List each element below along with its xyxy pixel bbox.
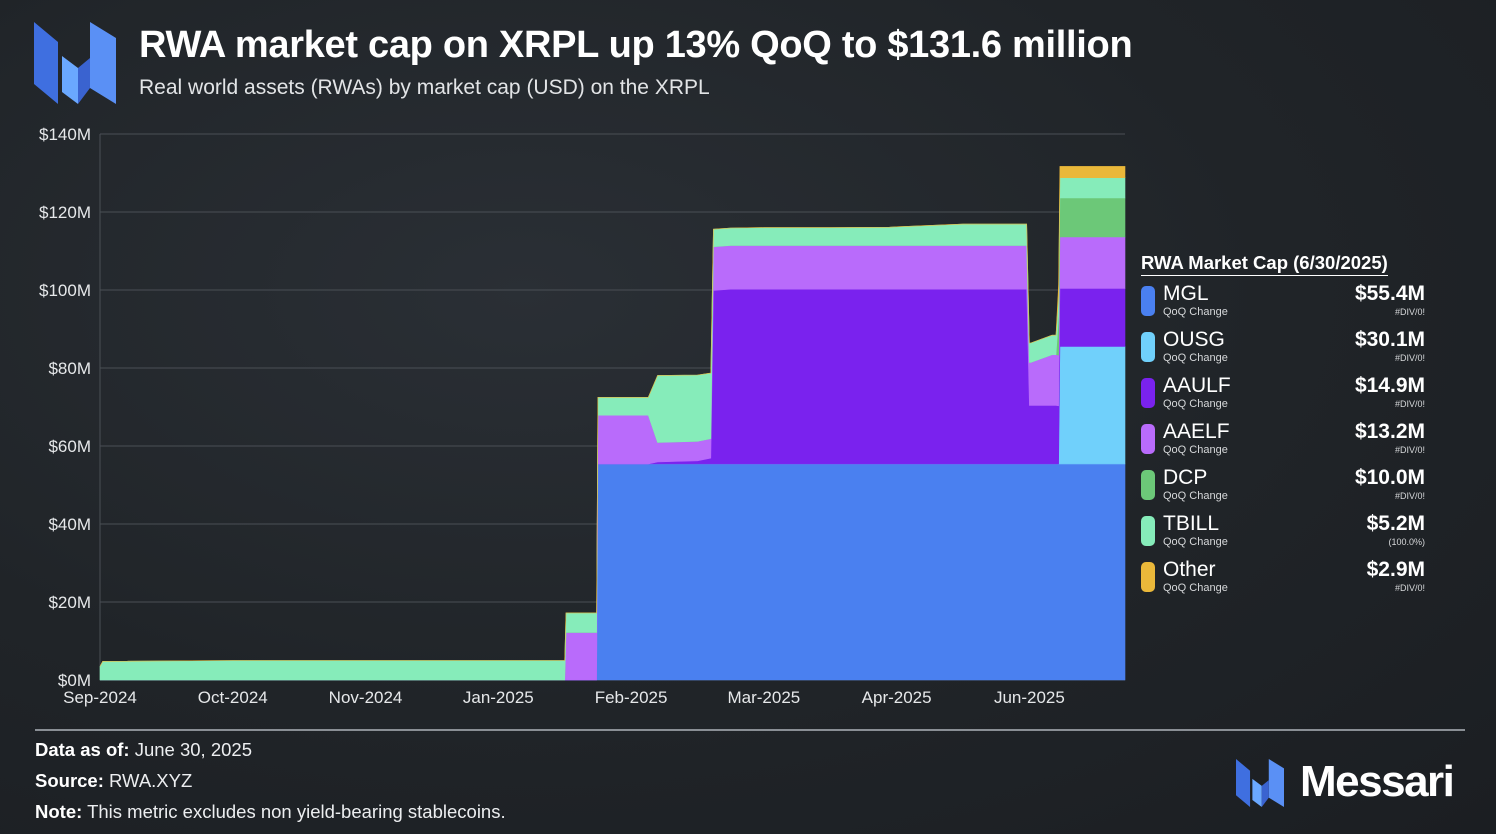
brand-logo: Messari <box>1236 756 1476 808</box>
legend-sub-label: QoQ Change <box>1163 352 1228 364</box>
legend-title: RWA Market Cap (6/30/2025) <box>1141 252 1388 276</box>
legend-swatch-dcp <box>1141 470 1155 500</box>
legend-change: #DIV/0! <box>1394 583 1425 593</box>
y-tick-label: $20M <box>48 593 91 612</box>
legend-swatch-tbill <box>1141 516 1155 546</box>
legend-swatch-other <box>1141 562 1155 592</box>
legend-value: $2.9M <box>1366 558 1425 581</box>
x-tick-label: Mar-2025 <box>727 688 800 707</box>
y-tick-label: $140M <box>39 125 91 144</box>
note-value: This metric excludes non yield-bearing s… <box>87 801 506 822</box>
legend-item-ousg: OUSG QoQ Change $30.1M #DIV/0! <box>1141 324 1425 370</box>
legend-item-tbill: TBILL QoQ Change $5.2M (100.0%) <box>1141 508 1425 554</box>
legend-sub-label: QoQ Change <box>1163 490 1228 502</box>
x-tick-label: Apr-2025 <box>862 688 932 707</box>
area-other <box>99 166 1126 667</box>
legend-sub-label: QoQ Change <box>1163 444 1228 456</box>
legend-change: #DIV/0! <box>1394 491 1425 501</box>
legend-name: TBILL <box>1163 512 1220 535</box>
legend-value: $55.4M <box>1354 282 1425 305</box>
y-tick-label: $120M <box>39 203 91 222</box>
legend-change: (100.0%) <box>1388 537 1425 547</box>
x-tick-label: Oct-2024 <box>198 688 268 707</box>
legend-item-dcp: DCP QoQ Change $10.0M #DIV/0! <box>1141 462 1425 508</box>
y-tick-label: $100M <box>39 281 91 300</box>
legend-name: DCP <box>1163 466 1208 489</box>
legend-item-other: Other QoQ Change $2.9M #DIV/0! <box>1141 554 1425 600</box>
legend-change: #DIV/0! <box>1394 353 1425 363</box>
legend-sub-label: QoQ Change <box>1163 306 1228 318</box>
legend: RWA Market Cap (6/30/2025) MGL QoQ Chang… <box>1141 252 1425 600</box>
x-tick-label: Sep-2024 <box>63 688 137 707</box>
axis-labels: $0M $20M $40M $60M $80M $100M $120M $140M Sep-20… <box>39 125 1065 707</box>
footer-divider <box>35 729 1465 731</box>
legend-items: MGL QoQ Change $55.4M #DIV/0! OUSG QoQ C… <box>1141 278 1425 600</box>
legend-change: #DIV/0! <box>1394 399 1425 409</box>
legend-item-aaulf: AAULF QoQ Change $14.9M #DIV/0! <box>1141 370 1425 416</box>
legend-value: $30.1M <box>1354 328 1425 351</box>
y-tick-label: $40M <box>48 515 91 534</box>
y-tick-label: $60M <box>48 437 91 456</box>
legend-item-mgl: MGL QoQ Change $55.4M #DIV/0! <box>1141 278 1425 324</box>
x-tick-label: Nov-2024 <box>329 688 403 707</box>
legend-sub-label: QoQ Change <box>1163 582 1228 594</box>
chart-subtitle: Real world assets (RWAs) by market cap (… <box>139 76 710 99</box>
x-tick-label: Jan-2025 <box>463 688 534 707</box>
legend-swatch-aaulf <box>1141 378 1155 408</box>
note-label: Note: <box>35 801 83 822</box>
area-mgl <box>100 463 1126 681</box>
legend-value: $5.2M <box>1366 512 1425 535</box>
messari-m-icon <box>34 22 116 104</box>
legend-change: #DIV/0! <box>1394 445 1425 455</box>
legend-swatch-ousg <box>1141 332 1155 362</box>
legend-sub-label: QoQ Change <box>1163 398 1228 410</box>
legend-name: AAELF <box>1163 420 1230 443</box>
legend-swatch-aaelf <box>1141 424 1155 454</box>
legend-name: Other <box>1163 558 1216 581</box>
legend-name: MGL <box>1163 282 1209 305</box>
y-tick-label: $0M <box>58 671 91 690</box>
messari-logo-icon <box>1236 759 1284 807</box>
legend-name: AAULF <box>1163 374 1231 397</box>
legend-value: $13.2M <box>1354 420 1425 443</box>
legend-sub-label: QoQ Change <box>1163 536 1228 548</box>
data-as-of-value: June 30, 2025 <box>134 739 252 760</box>
x-tick-label: Feb-2025 <box>595 688 668 707</box>
source-value: RWA.XYZ <box>109 770 193 791</box>
footer-data-as-of: Data as of: June 30, 2025 <box>35 739 252 761</box>
legend-value: $10.0M <box>1354 466 1425 489</box>
data-as-of-label: Data as of: <box>35 739 130 760</box>
legend-swatch-mgl <box>1141 286 1155 316</box>
footer-note: Note: This metric excludes non yield-bea… <box>35 801 506 823</box>
legend-name: OUSG <box>1163 328 1225 351</box>
area-series <box>99 166 1126 681</box>
source-label: Source: <box>35 770 104 791</box>
y-tick-label: $80M <box>48 359 91 378</box>
chart-title: RWA market cap on XRPL up 13% QoQ to $13… <box>139 24 1133 66</box>
footer-source: Source: RWA.XYZ <box>35 770 192 792</box>
legend-value: $14.9M <box>1354 374 1425 397</box>
brand-name: Messari <box>1300 757 1455 806</box>
legend-change: #DIV/0! <box>1394 307 1425 317</box>
x-tick-label: Jun-2025 <box>994 688 1065 707</box>
legend-item-aaelf: AAELF QoQ Change $13.2M #DIV/0! <box>1141 416 1425 462</box>
